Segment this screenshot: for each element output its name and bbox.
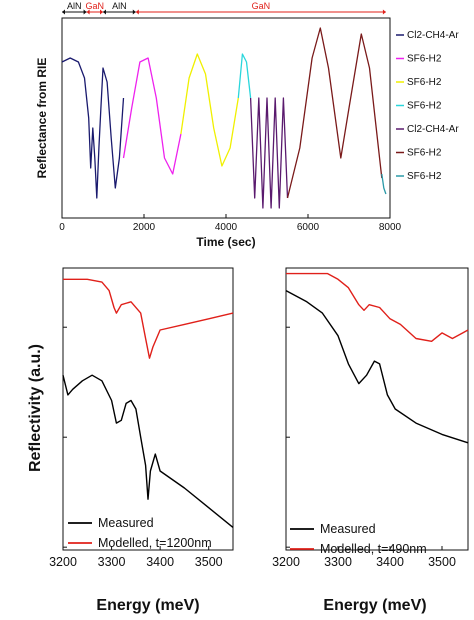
legend-label: SF6-H2 xyxy=(407,54,442,65)
segment-arrow-head-right xyxy=(132,9,136,15)
bottom-right-legend: Measured Modelled, t=490nm xyxy=(290,522,427,556)
segment-annotations: AlN GaN AlN GaN xyxy=(62,1,386,15)
top-x-ticks: 0 2000 4000 6000 8000 xyxy=(59,214,402,233)
x-tick-label: 3200 xyxy=(49,555,77,569)
x-tick-label: 3500 xyxy=(195,555,223,569)
series-line-0 xyxy=(62,374,234,528)
legend-label: Modelled, t=490nm xyxy=(320,542,427,556)
segment-arrow-head-left xyxy=(86,9,90,15)
legend-label: Measured xyxy=(98,516,154,530)
series-line-5 xyxy=(286,27,383,199)
series-line-0 xyxy=(61,57,125,199)
series-line-1 xyxy=(63,278,234,359)
series-line-6 xyxy=(381,173,387,195)
x-tick-label: 3400 xyxy=(146,555,174,569)
legend-label: Cl2-CH4-Ar xyxy=(407,30,459,41)
x-tick-label: 8000 xyxy=(379,222,402,233)
segment-arrow-head-right xyxy=(382,9,386,15)
segment-label: GaN xyxy=(86,1,105,11)
x-tick-label: 6000 xyxy=(297,222,320,233)
top-chart: AlN GaN AlN GaN 0 2000 4000 6000 8000 Cl2-CH4-A… xyxy=(35,1,459,249)
x-tick-label: 2000 xyxy=(133,222,156,233)
x-tick-label: 3300 xyxy=(324,555,352,569)
series-line-2 xyxy=(180,53,239,167)
x-tick-label: 3200 xyxy=(272,555,300,569)
top-series-group xyxy=(61,27,387,209)
bottom-left-chart: 3200 3300 3400 3500 Measured Modelled, t=120… xyxy=(27,267,234,614)
bottom-left-x-axis-label: Energy (meV) xyxy=(96,597,199,614)
bottom-right-plot-frame xyxy=(285,267,469,551)
segment-arrow-head-right xyxy=(83,9,87,15)
legend-label: Cl2-CH4-Ar xyxy=(407,124,459,135)
bottom-left-plot-frame xyxy=(62,267,234,551)
legend-label: SF6-H2 xyxy=(407,77,442,88)
x-tick-label: 4000 xyxy=(215,222,238,233)
bottom-left-y-axis-label: Reflectivity (a.u.) xyxy=(27,344,44,472)
x-tick-label: 3400 xyxy=(376,555,404,569)
series-line-0 xyxy=(285,289,469,444)
bottom-right-series-group xyxy=(285,272,469,444)
segment-label: GaN xyxy=(252,1,271,11)
legend-label: Modelled, t=1200nm xyxy=(98,536,212,550)
top-x-axis-label: Time (sec) xyxy=(196,235,255,249)
segment-arrow-head-left xyxy=(103,9,106,15)
x-tick-label: 0 xyxy=(59,222,65,233)
x-tick-label: 3300 xyxy=(98,555,126,569)
legend-label: SF6-H2 xyxy=(407,148,442,159)
top-y-axis-label: Reflectance from RIE xyxy=(35,58,49,179)
bottom-left-series-group xyxy=(62,278,234,528)
segment-arrow-head-left xyxy=(62,9,65,15)
legend-label: Measured xyxy=(320,522,376,536)
series-line-1 xyxy=(286,272,469,342)
series-line-3 xyxy=(237,53,252,99)
legend-label: SF6-H2 xyxy=(407,101,442,112)
bottom-right-chart: 3200 3300 3400 3500 Measured Modelled, t=490… xyxy=(272,267,469,614)
series-line-4 xyxy=(249,97,289,209)
segment-label: AlN xyxy=(67,1,82,11)
legend-label: SF6-H2 xyxy=(407,171,442,182)
bottom-right-x-ticks: 3200 3300 3400 3500 xyxy=(272,326,456,569)
bottom-right-x-axis-label: Energy (meV) xyxy=(323,597,426,614)
segment-arrow-head-left xyxy=(135,9,139,15)
top-plot-frame xyxy=(61,17,391,219)
segment-label: AlN xyxy=(112,1,127,11)
series-line-1 xyxy=(122,57,182,175)
bottom-left-x-ticks: 3200 3300 3400 3500 xyxy=(49,326,223,569)
segment-arrow-head-right xyxy=(100,9,103,15)
bottom-left-legend: Measured Modelled, t=1200nm xyxy=(68,516,212,550)
x-tick-label: 3500 xyxy=(428,555,456,569)
top-legend: Cl2-CH4-Ar SF6-H2 SF6-H2 SF6-H2 Cl2-CH4-Ar SF… xyxy=(396,30,459,182)
